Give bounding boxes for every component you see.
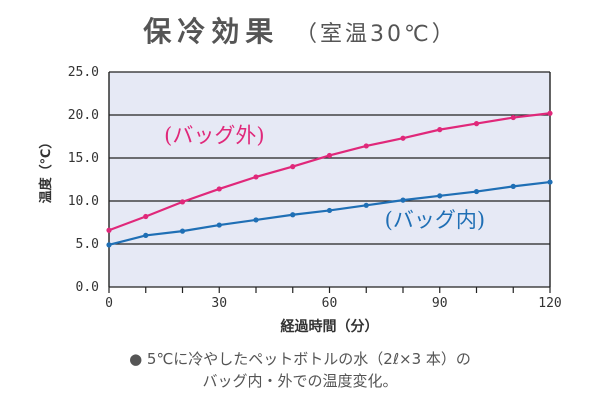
- y-axis-label: 温度（℃）: [38, 136, 54, 204]
- series-point: [547, 110, 553, 116]
- series-point: [216, 222, 222, 228]
- series-point: [437, 127, 443, 133]
- caption-line-2: バッグ内・外での温度変化。: [202, 372, 398, 390]
- series-point: [400, 197, 406, 203]
- y-tick-label: 25.0: [68, 65, 99, 80]
- y-tick-label: 5.0: [76, 237, 99, 252]
- series-point: [179, 199, 186, 205]
- series-point: [510, 183, 516, 189]
- series-point: [290, 212, 296, 218]
- x-tick-label: 90: [432, 296, 448, 311]
- series-point: [326, 207, 333, 214]
- series-point: [106, 227, 112, 233]
- plot-area: [109, 72, 550, 287]
- chart-title: 保冷効果 （室温30℃）: [0, 10, 600, 50]
- series-point: [179, 228, 186, 234]
- x-tick-label: 0: [105, 296, 113, 311]
- series-point: [400, 135, 406, 141]
- series-point: [290, 164, 296, 170]
- caption-line-1: ● 5℃に冷やしたペットボトルの水（2ℓ×3 本）の: [129, 350, 471, 368]
- series-label: (バッグ内): [385, 208, 485, 232]
- series-point: [437, 193, 443, 199]
- y-tick-label: 15.0: [68, 151, 99, 166]
- chart-subtitle: （室温30℃）: [295, 22, 457, 47]
- series-point: [253, 217, 259, 223]
- y-tick-label: 10.0: [68, 194, 99, 209]
- series-label: (バッグ外): [164, 124, 264, 148]
- series-point: [216, 186, 222, 192]
- series-point: [326, 152, 333, 159]
- y-tick-label: 0.0: [76, 280, 99, 295]
- chart-title-main: 保冷効果: [143, 15, 280, 48]
- x-axis-label: 経過時間（分）: [281, 318, 379, 335]
- y-tick-label: 20.0: [68, 108, 99, 123]
- series-point: [143, 232, 149, 238]
- series-point: [547, 179, 553, 185]
- series-point: [363, 143, 369, 149]
- series-point: [143, 213, 149, 220]
- series-point: [106, 242, 112, 248]
- series-point: [363, 202, 369, 208]
- x-tick-label: 60: [322, 296, 338, 311]
- series-point: [473, 121, 480, 127]
- x-tick-label: 120: [538, 296, 561, 311]
- x-tick-label: 30: [211, 296, 227, 311]
- series-point: [253, 174, 259, 180]
- series-point: [473, 188, 480, 195]
- series-point: [510, 114, 516, 121]
